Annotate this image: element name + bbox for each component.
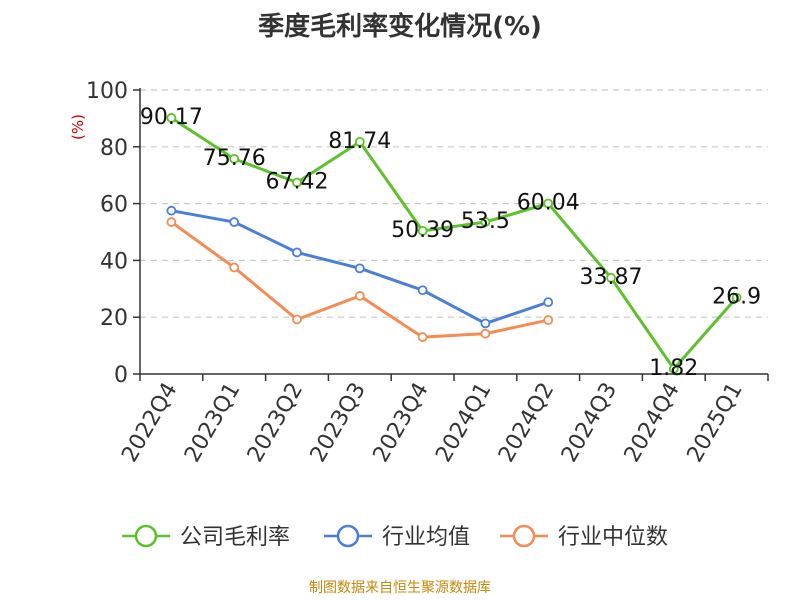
data-label: 60.04 bbox=[517, 190, 580, 215]
x-tick-label: 2024Q2 bbox=[494, 379, 559, 467]
data-label: 75.76 bbox=[203, 146, 266, 171]
y-axis-label: (%) bbox=[69, 114, 87, 140]
data-point bbox=[543, 198, 554, 209]
data-label: 50.39 bbox=[391, 218, 454, 243]
y-tick-label: 0 bbox=[114, 363, 128, 388]
data-point bbox=[417, 332, 428, 342]
data-label: 53.5 bbox=[461, 209, 510, 234]
data-point bbox=[166, 113, 177, 123]
data-point bbox=[354, 290, 365, 301]
data-point bbox=[417, 285, 428, 296]
y-tick-label: 20 bbox=[100, 306, 128, 331]
legend-label: 行业均值 bbox=[382, 525, 470, 550]
data-point bbox=[417, 225, 428, 236]
data-source-note: 制图数据来自恒生聚源数据库 bbox=[309, 580, 491, 596]
x-tick-label: 2023Q3 bbox=[306, 379, 371, 467]
data-point bbox=[229, 262, 240, 273]
y-tick-label: 100 bbox=[86, 79, 128, 104]
y-tick-label: 40 bbox=[100, 249, 128, 274]
data-point bbox=[292, 314, 302, 325]
series-layer bbox=[166, 113, 742, 374]
data-point bbox=[480, 217, 491, 227]
grid-lines bbox=[140, 89, 768, 318]
data-point bbox=[166, 217, 177, 227]
data-label: 1.82 bbox=[649, 356, 698, 381]
data-point bbox=[606, 272, 616, 283]
data-label: 33.87 bbox=[580, 265, 643, 290]
data-point bbox=[668, 363, 679, 374]
legend-marker bbox=[336, 524, 360, 548]
x-tick-label: 2022Q4 bbox=[117, 379, 182, 467]
data-point bbox=[354, 263, 365, 274]
legend-label: 行业中位数 bbox=[558, 525, 668, 550]
data-point bbox=[480, 318, 491, 329]
x-tick-label: 2024Q4 bbox=[620, 379, 685, 467]
data-point bbox=[731, 292, 742, 303]
data-point bbox=[480, 328, 491, 339]
data-label: 67.42 bbox=[266, 170, 329, 195]
data-point bbox=[354, 136, 365, 147]
data-point bbox=[543, 297, 554, 308]
x-tick-label: 2023Q1 bbox=[180, 379, 245, 467]
axes: 020406080100(%)2022Q42023Q12023Q22023Q32… bbox=[69, 79, 769, 467]
data-point bbox=[166, 205, 177, 216]
x-tick-label: 2023Q2 bbox=[243, 379, 308, 467]
legend-marker bbox=[512, 524, 536, 548]
x-tick-label: 2023Q4 bbox=[368, 378, 433, 466]
chart-title: 季度毛利率变化情况(%) bbox=[258, 12, 542, 42]
data-label: 26.9 bbox=[712, 285, 761, 310]
y-tick-label: 60 bbox=[100, 193, 128, 218]
legend-label: 公司毛利率 bbox=[180, 525, 290, 550]
data-point bbox=[229, 153, 240, 164]
x-tick-label: 2024Q1 bbox=[431, 379, 496, 467]
data-label: 90.17 bbox=[140, 105, 203, 130]
x-tick-label: 2025Q1 bbox=[682, 379, 747, 467]
y-tick-label: 80 bbox=[100, 136, 128, 161]
data-point bbox=[292, 247, 302, 258]
data-point bbox=[229, 217, 240, 227]
data-point bbox=[543, 315, 554, 325]
x-tick-label: 2024Q3 bbox=[557, 379, 622, 467]
data-point bbox=[292, 177, 302, 188]
legend: 公司毛利率 行业均值 行业中位数 bbox=[122, 524, 668, 550]
series-line-0 bbox=[170, 116, 738, 371]
legend-marker bbox=[134, 524, 158, 548]
data-label: 81.74 bbox=[328, 129, 391, 154]
